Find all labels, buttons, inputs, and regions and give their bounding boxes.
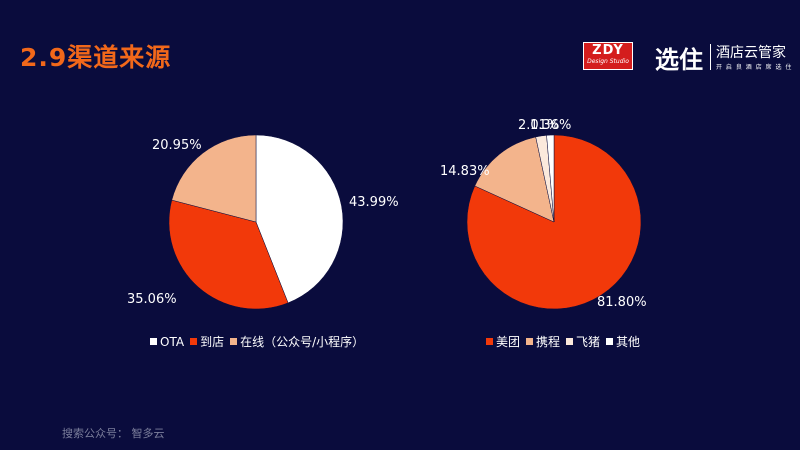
legend-label: 携程 xyxy=(536,335,561,349)
footer-text: 搜索公众号： 智多云 xyxy=(62,427,165,440)
pie-slice-1-3 xyxy=(546,134,555,223)
legend-label: OTA xyxy=(160,334,185,349)
legend-item-1-3: 其他 xyxy=(606,333,640,350)
pie-chart-channels: 43.99% 35.06% 20.95% xyxy=(127,134,399,310)
data-label-0-2: 20.95% xyxy=(152,138,202,153)
legend-channels: OTA 到店 在线（公众号/小程序） xyxy=(150,333,364,350)
pie-slice-0-0 xyxy=(255,134,344,304)
legend-swatch xyxy=(566,338,574,345)
legend-item-1-0: 美团 xyxy=(486,333,520,350)
data-label-1-0: 81.80% xyxy=(597,295,647,310)
legend-item-0-1: 到店 xyxy=(190,333,224,350)
page-title: 2.9渠道来源 xyxy=(20,43,172,72)
legend-item-1-2: 飞猪 xyxy=(566,333,600,350)
pie-slice-0-2 xyxy=(171,134,257,223)
data-label-1-1: 14.83% xyxy=(440,164,490,179)
data-label-0-0: 43.99% xyxy=(349,195,399,210)
legend-label: 飞猪 xyxy=(576,335,601,349)
legend-ota-platforms: 美团 携程 飞猪 其他 xyxy=(486,333,640,350)
xuanzhu-logo-slogan: 开 启 良 酒 店 席 选 住 xyxy=(716,64,793,71)
data-label-1-2: 2.01% xyxy=(518,118,559,133)
legend-label: 其他 xyxy=(616,335,641,349)
zdy-logo-sub: Design Studio xyxy=(587,58,629,65)
logo-divider xyxy=(710,44,711,70)
legend-swatch xyxy=(230,338,238,345)
legend-swatch xyxy=(190,338,198,345)
legend-swatch xyxy=(606,338,614,345)
pie-slice-0-1 xyxy=(168,199,289,310)
zdy-logo: ZDY Design Studio xyxy=(583,42,633,70)
xuanzhu-logo-mark: 选住 xyxy=(655,46,703,74)
pie-chart-ota-platforms: 81.80% 14.83% 2.01%1.36% xyxy=(440,118,647,310)
pie-slice-1-0 xyxy=(466,134,642,310)
legend-label: 美团 xyxy=(496,335,521,349)
legend-item-0-2: 在线（公众号/小程序） xyxy=(230,333,364,350)
legend-label: 在线（公众号/小程序） xyxy=(240,335,365,349)
legend-swatch xyxy=(150,338,157,345)
data-label-0-1: 35.06% xyxy=(127,292,177,307)
data-label-1-3: 1.36% xyxy=(530,118,571,133)
legend-item-0-0: OTA xyxy=(150,333,184,350)
legend-swatch xyxy=(486,338,493,345)
xuanzhu-logo-name: 酒店云管家 xyxy=(716,45,786,61)
legend-swatch xyxy=(526,338,534,345)
legend-item-1-1: 携程 xyxy=(526,333,560,350)
pie-slice-1-1 xyxy=(474,136,555,223)
legend-label: 到店 xyxy=(200,335,225,349)
zdy-logo-main: ZDY xyxy=(592,43,624,58)
